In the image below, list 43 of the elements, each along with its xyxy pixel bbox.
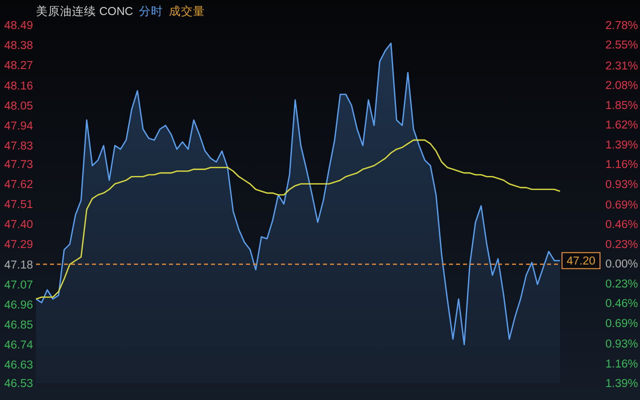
annotation: 47.20 — [566, 256, 596, 268]
y-tick-label: 47.62 — [4, 178, 33, 191]
y-tick-label: 47.07 — [4, 279, 33, 292]
y2-tick-label: 2.31% — [605, 60, 638, 72]
y2-tick-label: 1.39% — [605, 378, 638, 390]
y-tick-label: 47.18 — [4, 259, 33, 272]
y-tick-label: 48.05 — [4, 100, 33, 112]
text: 分时 — [139, 5, 164, 18]
text: 成交量 — [169, 4, 206, 18]
y2-tick-label: 0.23% — [605, 278, 638, 290]
y-tick-label: 48.16 — [4, 80, 33, 92]
y2-tick-label: 2.55% — [605, 40, 638, 52]
y-tick-label: 46.85 — [4, 320, 33, 332]
y2-tick-label: 0.69% — [605, 318, 638, 330]
y2-tick-label: 0.93% — [605, 178, 638, 191]
y-tick-label: 47.29 — [4, 239, 33, 252]
y2-tick-label: 1.16% — [605, 358, 638, 370]
y2-tick-label: 1.16% — [605, 159, 638, 172]
y-tick-label: 48.38 — [4, 40, 33, 52]
y2-tick-label: 0.69% — [605, 199, 638, 212]
y-tick-label: 47.94 — [4, 120, 34, 132]
y2-tick-label: 1.62% — [605, 120, 638, 132]
y-tick-label: 46.96 — [4, 299, 33, 312]
y-tick-label: 46.63 — [4, 360, 33, 372]
y2-tick-label: 2.78% — [605, 20, 638, 32]
y-tick-label: 47.73 — [4, 158, 33, 171]
y2-tick-label: 0.93% — [605, 338, 638, 351]
y2-tick-label: 1.39% — [605, 139, 638, 152]
y2-tick-label: 0.46% — [605, 219, 638, 232]
y-tick-label: 47.51 — [4, 199, 33, 211]
y-tick-label: 47.83 — [4, 140, 33, 153]
y2-tick-label: 0.00% — [605, 258, 638, 271]
line-series — [35, 139, 561, 300]
y-tick-label: 48.27 — [4, 60, 33, 72]
y-tick-label: 46.53 — [4, 378, 33, 390]
y-tick-label: 47.40 — [4, 219, 33, 232]
y2-tick-label: 0.23% — [605, 238, 638, 251]
y2-tick-label: 2.08% — [605, 80, 638, 92]
y-tick-label: 46.74 — [4, 340, 34, 352]
y2-tick-label: 1.85% — [605, 100, 638, 112]
y-tick-label: 48.49 — [4, 20, 33, 32]
chart-title: 美原油连续 CONC — [36, 4, 134, 18]
y2-tick-label: 0.46% — [605, 298, 638, 310]
